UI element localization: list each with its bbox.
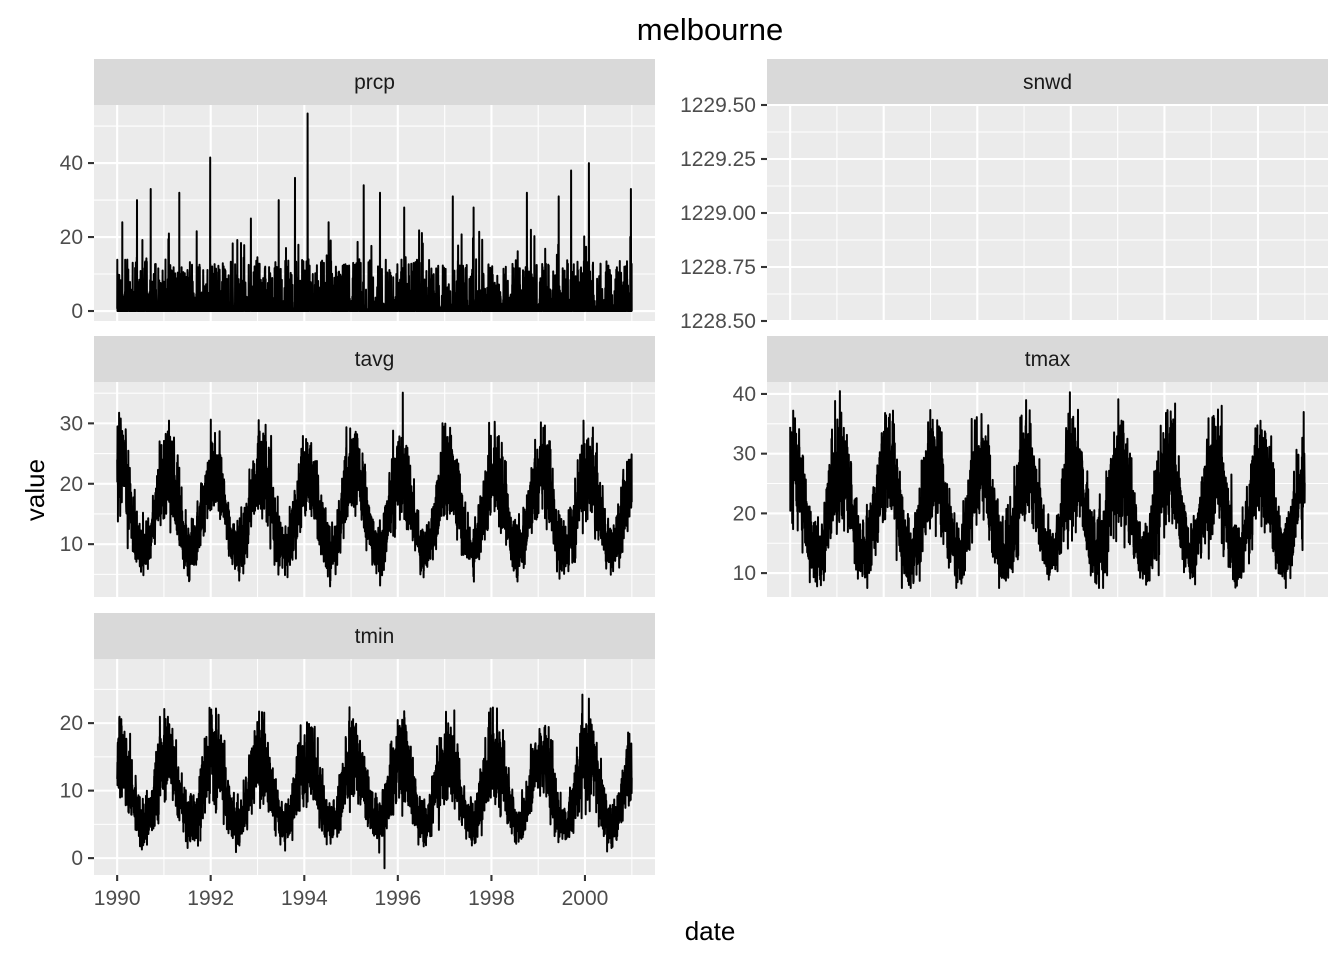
facet-tmin: tmin 0 10 20 1990 1992 1994 1996 1998 2000 [60, 613, 655, 910]
y-tick-label: 20 [60, 712, 83, 735]
strip-label-tmax: tmax [1025, 348, 1071, 371]
y-tick-label: 1229.00 [680, 202, 756, 225]
y-tick-label: 0 [71, 300, 83, 323]
y-tick-label: 1228.75 [680, 256, 756, 279]
strip-label-tmin: tmin [355, 625, 395, 648]
x-tick-label: 1994 [281, 887, 328, 910]
x-tick-label: 1996 [374, 887, 421, 910]
strip-label-prcp: prcp [354, 71, 395, 94]
x-tick-label: 1990 [94, 887, 141, 910]
y-tick-label: 20 [60, 473, 83, 496]
y-axis-title: value [20, 459, 50, 521]
x-tick-label: 1992 [187, 887, 234, 910]
strip-tavg [94, 336, 655, 382]
strip-tmax [767, 336, 1328, 382]
facet-tavg: tavg 10 20 30 [60, 336, 655, 597]
facet-snwd: snwd 1228.50 1228.75 1229.00 1229.25 1229.50 [680, 59, 1328, 333]
y-tick-label: 10 [60, 533, 83, 556]
y-tick-label: 1229.50 [680, 94, 756, 117]
y-tick-label: 30 [60, 412, 83, 435]
y-tick-label: 40 [733, 383, 756, 406]
y-tick-label: 0 [71, 847, 83, 870]
series-line-tavg [116, 391, 633, 588]
strip-label-snwd: snwd [1023, 71, 1072, 94]
y-tick-label: 1229.25 [680, 148, 756, 171]
y-tick-label: 20 [60, 226, 83, 249]
y-tick-label: 10 [733, 562, 756, 585]
facet-grid: prcp 0 20 40 snwd 1228.50 1228.75 1229.00 1229.2… [60, 59, 1328, 910]
facet-prcp: prcp 0 20 40 [60, 59, 655, 323]
strip-tmin [94, 613, 655, 659]
x-tick-label: 1998 [468, 887, 515, 910]
x-axis-title: date [685, 916, 736, 946]
y-tick-label: 20 [733, 502, 756, 525]
y-tick-label: 10 [60, 780, 83, 803]
series-line-tmax [789, 390, 1306, 589]
y-tick-label: 30 [733, 443, 756, 466]
strip-label-tavg: tavg [355, 348, 395, 371]
plot-title: melbourne [637, 12, 783, 47]
series-line-prcp [116, 112, 633, 312]
x-tick-label: 2000 [562, 887, 609, 910]
series-line-tmin [116, 693, 633, 870]
facet-tmax: tmax 10 20 30 40 [733, 336, 1328, 597]
y-tick-label: 1228.50 [680, 310, 756, 333]
y-tick-label: 40 [60, 152, 83, 175]
strip-snwd [767, 59, 1328, 105]
strip-prcp [94, 59, 655, 105]
